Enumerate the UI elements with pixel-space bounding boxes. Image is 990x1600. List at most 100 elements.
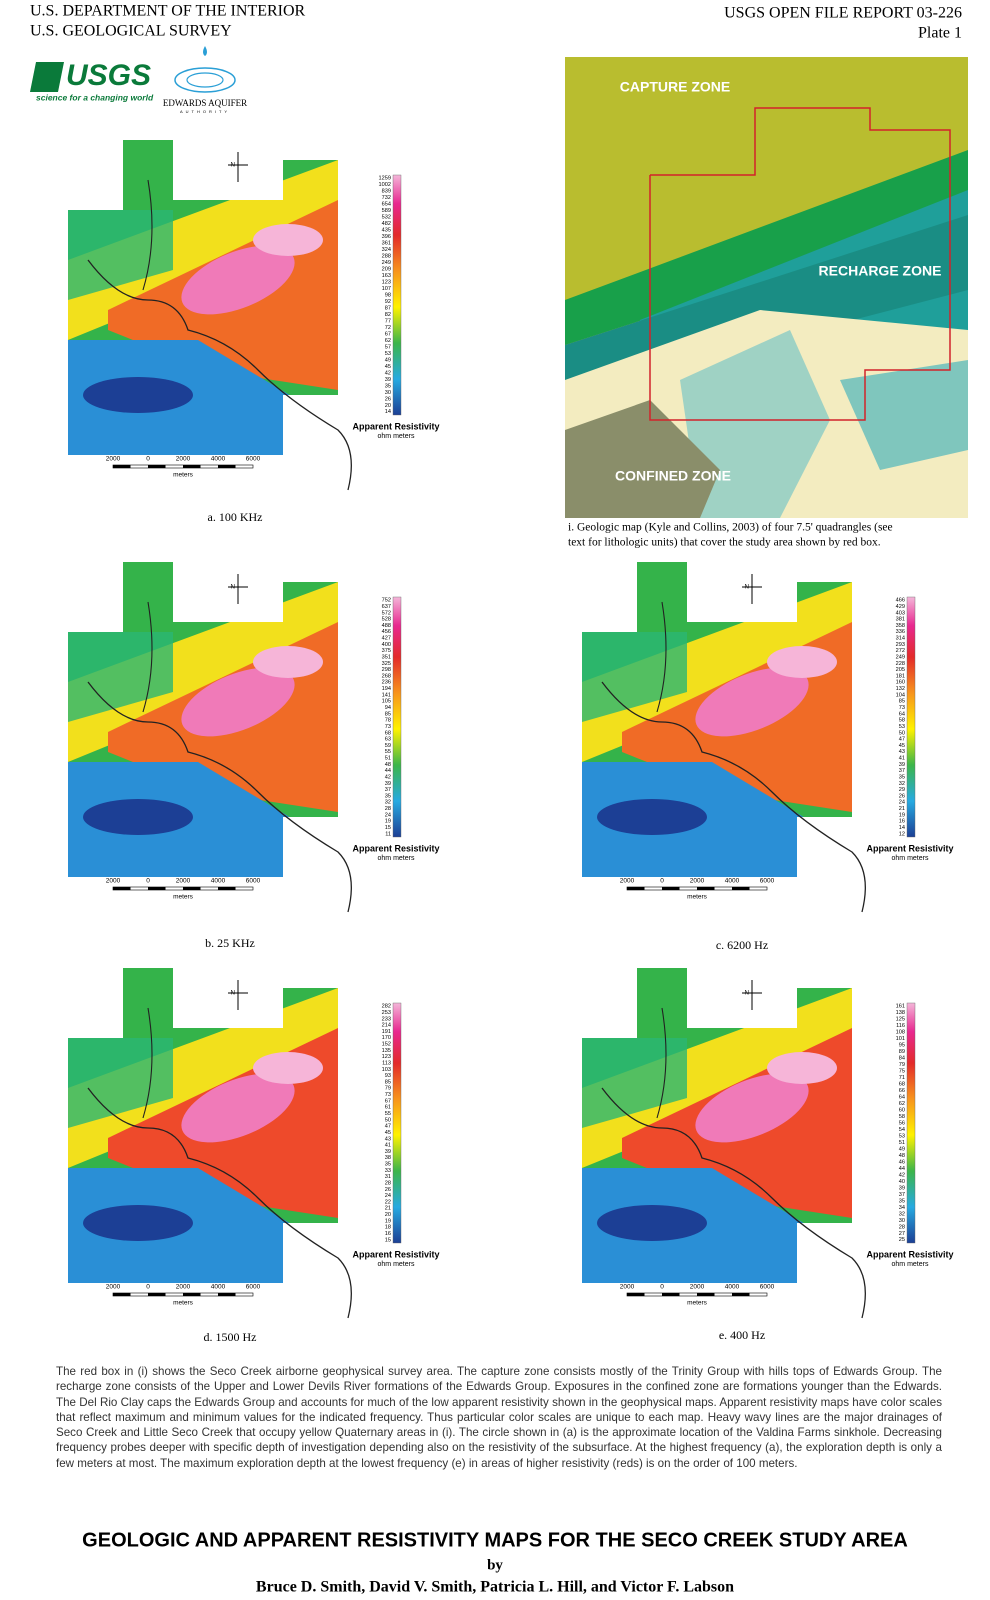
- colorbar-label: 205: [896, 667, 905, 673]
- scale-label: 2000: [620, 878, 635, 885]
- colorbar-label: 32: [385, 800, 391, 806]
- colorbar-label: 77: [385, 318, 391, 324]
- scale-seg: [183, 887, 201, 890]
- colorbar-label: 113: [382, 1060, 391, 1066]
- river: [142, 601, 153, 713]
- colorbar-label: 194: [382, 686, 391, 692]
- colorbar-label: 103: [382, 1067, 391, 1073]
- colorbar-label: 20: [385, 403, 391, 409]
- colorbar-label: 50: [385, 1117, 391, 1123]
- colorbar-label: 19: [385, 1218, 391, 1224]
- colorbar-label: 35: [899, 774, 905, 780]
- scale-seg: [662, 887, 680, 890]
- colorbar-label: 272: [896, 648, 905, 654]
- colorbar-label: 11: [385, 831, 391, 837]
- colorbar-label: 35: [385, 383, 391, 389]
- colorbar-label: 61: [385, 1105, 391, 1111]
- scale-seg: [697, 887, 715, 890]
- map-yellow: [68, 160, 338, 340]
- colorbar-label: 60: [899, 1108, 905, 1114]
- geologic-map: CAPTURE ZONE RECHARGE ZONE CONFINED ZONE: [565, 57, 968, 518]
- colorbar-label: 375: [382, 648, 391, 654]
- colorbar-label: 249: [896, 654, 905, 660]
- colorbar-label: 57: [385, 344, 391, 350]
- scale-label: 6000: [760, 1284, 775, 1291]
- panel-caption: e. 400 Hz: [719, 1328, 765, 1342]
- colorbar-label: 20: [385, 1212, 391, 1218]
- river: [656, 1007, 667, 1119]
- colorbar-label: 429: [896, 604, 905, 610]
- colorbar-label: 191: [382, 1029, 391, 1035]
- colorbar-label: 47: [385, 1124, 391, 1130]
- zone-label: CONFINED ZONE: [615, 468, 731, 484]
- colorbar-label: 78: [385, 718, 391, 724]
- colorbar-label: 15: [385, 1237, 391, 1243]
- north-label: N: [745, 585, 749, 591]
- scale-label: 2000: [106, 1284, 121, 1291]
- colorbar: [906, 596, 916, 838]
- colorbar-label: 163: [382, 273, 391, 279]
- colorbar-label: 116: [896, 1023, 905, 1029]
- colorbar-label: 55: [385, 1111, 391, 1117]
- header-left: U.S. GEOLOGICAL SURVEY: [30, 23, 232, 40]
- colorbar-label: 59: [385, 743, 391, 749]
- colorbar-label: 482: [382, 221, 391, 227]
- colorbar-label: 37: [899, 768, 905, 774]
- colorbar-label: 654: [382, 202, 391, 208]
- colorbar-label: 400: [382, 642, 391, 648]
- colorbar-label: 73: [899, 705, 905, 711]
- scale-seg: [148, 465, 166, 468]
- footer-authors: Bruce D. Smith, David V. Smith, Patricia…: [256, 1579, 734, 1596]
- colorbar-label: 31: [385, 1174, 391, 1180]
- zone-label: CAPTURE ZONE: [620, 79, 730, 95]
- panel-caption: d. 1500 Hz: [204, 1330, 257, 1344]
- colorbar-label: 72: [385, 325, 391, 331]
- colorbar-label: 35: [385, 793, 391, 799]
- colorbar-label: 67: [385, 1098, 391, 1104]
- colorbar-label: 170: [382, 1035, 391, 1041]
- colorbar-label: 45: [385, 364, 391, 370]
- colorbar-label: 39: [385, 781, 391, 787]
- colorbar-label: 84: [899, 1056, 905, 1062]
- colorbar-label: 28: [385, 1180, 391, 1186]
- colorbar-label: 233: [382, 1016, 391, 1022]
- river: [87, 681, 352, 913]
- colorbar-label: 135: [382, 1048, 391, 1054]
- colorbar-label: 105: [382, 699, 391, 705]
- colorbar: [392, 596, 402, 838]
- colorbar-label: 16: [385, 1231, 391, 1237]
- scale-seg: [183, 465, 201, 468]
- colorbar-label: 572: [382, 610, 391, 616]
- colorbar-label: 30: [385, 390, 391, 396]
- colorbar-label: 30: [899, 1218, 905, 1224]
- geologic-caption: i. Geologic map (Kyle and Collins, 2003)…: [568, 522, 893, 534]
- colorbar-label: 14: [899, 825, 905, 831]
- colorbar-label: 45: [385, 1130, 391, 1136]
- colorbar-label: 108: [896, 1030, 905, 1036]
- map-yellow: [68, 988, 338, 1168]
- colorbar-label: 152: [382, 1042, 391, 1048]
- colorbar-label: 55: [385, 749, 391, 755]
- colorbar-label: 95: [899, 1043, 905, 1049]
- usgs-logo-text: USGS: [66, 59, 151, 92]
- scale-unit: meters: [173, 894, 194, 901]
- map-pink: [181, 245, 295, 315]
- map-darkblue: [597, 1205, 707, 1241]
- panel-caption: c. 6200 Hz: [716, 938, 768, 952]
- colorbar-label: 37: [899, 1192, 905, 1198]
- colorbar-label: 42: [385, 774, 391, 780]
- colorbar-label: 92: [385, 299, 391, 305]
- scale-label: 0: [146, 878, 150, 885]
- scale-label: 2000: [176, 1284, 191, 1291]
- colorbar-label: 39: [385, 1149, 391, 1155]
- colorbar-label: 15: [385, 825, 391, 831]
- scale-seg: [148, 887, 166, 890]
- scale-seg: [218, 887, 236, 890]
- colorbar-label: 35: [385, 1162, 391, 1168]
- river: [601, 681, 866, 913]
- colorbar-label: 68: [385, 730, 391, 736]
- scale-label: 0: [660, 1284, 664, 1291]
- scale-label: 2000: [106, 456, 121, 463]
- colorbar-label: 42: [899, 1172, 905, 1178]
